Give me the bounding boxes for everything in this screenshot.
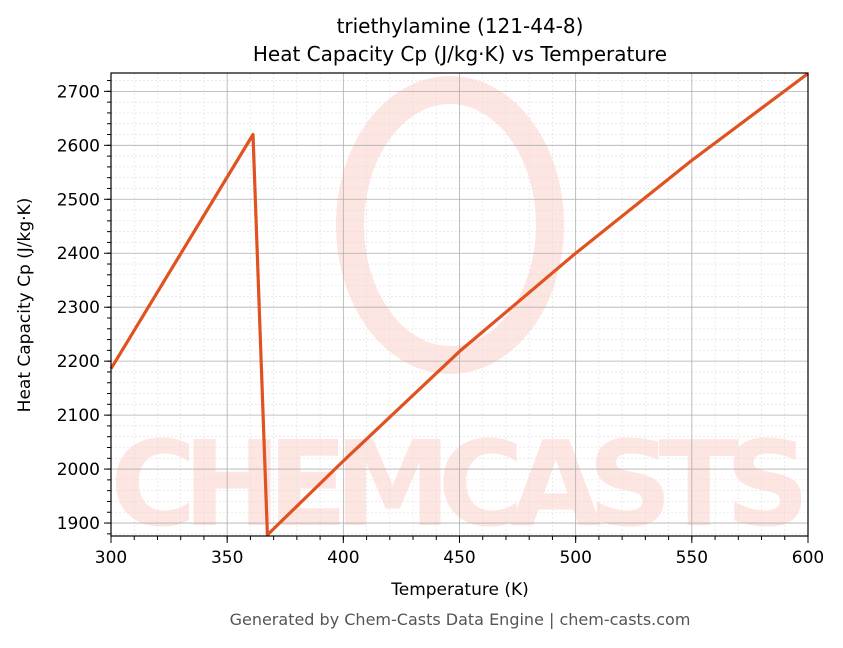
y-tick-label: 2700 (57, 82, 100, 102)
x-tick-label: 500 (559, 548, 591, 568)
y-axis-label: Heat Capacity Cp (J/kg·K) (15, 198, 35, 413)
x-tick-label: 400 (327, 548, 359, 568)
x-axis-label: Temperature (K) (390, 580, 529, 600)
footer: Generated by Chem-Casts Data Engine | ch… (230, 610, 691, 629)
series-line-cp (109, 72, 809, 537)
y-tick-label: 2400 (57, 244, 100, 264)
x-tick-label: 300 (95, 548, 127, 568)
y-tick-label: 2100 (57, 406, 100, 426)
y-tick-label: 2600 (57, 136, 100, 156)
watermark: CHEMCASTS (110, 76, 810, 553)
chart-title: triethylamine (121-44-8) (337, 14, 584, 38)
watermark-text: CHEMCASTS (110, 415, 810, 553)
chart-subtitle: Heat Capacity Cp (J/kg·K) vs Temperature (253, 42, 667, 66)
x-tick-label: 600 (792, 548, 824, 568)
y-tick-label: 2000 (57, 460, 100, 480)
y-tick-label: 2500 (57, 190, 100, 210)
x-tick-label: 550 (676, 548, 708, 568)
plot-frame (110, 72, 809, 537)
x-tick-label: 450 (443, 548, 475, 568)
y-tick-label: 1900 (57, 514, 100, 534)
x-tick-label: 350 (211, 548, 243, 568)
y-tick-label: 2200 (57, 352, 100, 372)
y-tick-label: 2300 (57, 298, 100, 318)
